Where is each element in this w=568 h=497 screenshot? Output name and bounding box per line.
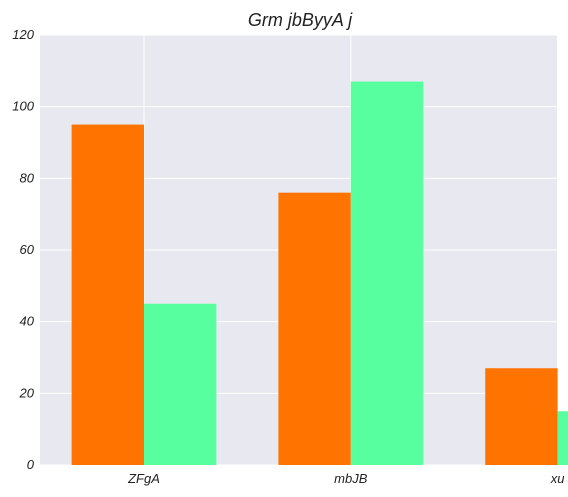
x-tick-label: mbJB xyxy=(334,471,368,486)
y-tick-label: 20 xyxy=(19,385,35,400)
bar-series-2-ZFgA xyxy=(144,303,217,465)
x-tick-label: xu xyxy=(550,471,565,486)
chart-title: Grm jbByyA j xyxy=(248,10,353,30)
bar-series-1-xu xyxy=(485,368,558,465)
bars xyxy=(71,81,568,465)
y-tick-label: 0 xyxy=(27,457,35,472)
bar-series-1-ZFgA xyxy=(71,124,144,465)
y-tick-label: 100 xyxy=(12,99,34,114)
y-tick-labels: 0 20 40 60 80 100 120 xyxy=(12,27,34,472)
bar-series-2-mbJB xyxy=(350,81,424,465)
bar-series-1-mbJB xyxy=(278,192,351,465)
y-tick-label: 60 xyxy=(20,242,35,257)
x-tick-labels: ZFgA mbJB xu xyxy=(127,471,564,486)
bar-series-2-xu xyxy=(557,411,568,465)
y-tick-label: 120 xyxy=(12,27,34,42)
y-tick-label: 40 xyxy=(20,314,35,329)
x-tick-label: ZFgA xyxy=(127,471,160,486)
y-tick-label: 80 xyxy=(20,170,35,185)
